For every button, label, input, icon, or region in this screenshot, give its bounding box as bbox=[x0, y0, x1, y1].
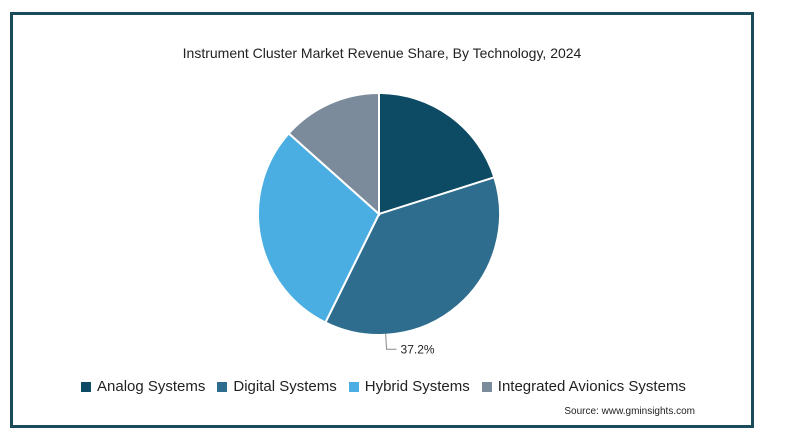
pie-slice-hybrid-systems bbox=[257, 132, 381, 324]
data-label-leader-line bbox=[385, 333, 397, 350]
pie-slice-analog-systems bbox=[378, 91, 496, 216]
data-label: 37.2% bbox=[401, 342, 435, 356]
chart-frame: Instrument Cluster Market Revenue Share,… bbox=[10, 12, 754, 428]
legend-swatch bbox=[81, 381, 91, 392]
legend-swatch bbox=[217, 381, 228, 392]
legend-swatch bbox=[481, 381, 492, 392]
legend-label: Integrated Avionics Systems bbox=[497, 378, 686, 395]
legend-label: Digital Systems bbox=[233, 378, 337, 395]
source-note: Source: www.gminsights.com bbox=[564, 406, 695, 417]
legend-label: Hybrid Systems bbox=[364, 378, 470, 395]
legend-swatch bbox=[348, 381, 359, 392]
chart-legend: Analog Systems Digital Systems Hybrid Syst… bbox=[81, 378, 698, 395]
pie-slice-digital-systems bbox=[324, 176, 501, 336]
pie-chart: 37.2% bbox=[257, 91, 501, 356]
chart-title: Instrument Cluster Market Revenue Share,… bbox=[182, 45, 582, 61]
pie-slice-integrated-avionics-systems bbox=[287, 91, 380, 217]
legend-label: Analog Systems bbox=[97, 378, 206, 395]
legend-item: Analog Systems bbox=[81, 378, 205, 395]
legend-item: Hybrid Systems bbox=[348, 378, 470, 395]
legend-item: Digital Systems bbox=[217, 378, 337, 395]
legend-item: Integrated Avionics Systems bbox=[481, 378, 686, 395]
